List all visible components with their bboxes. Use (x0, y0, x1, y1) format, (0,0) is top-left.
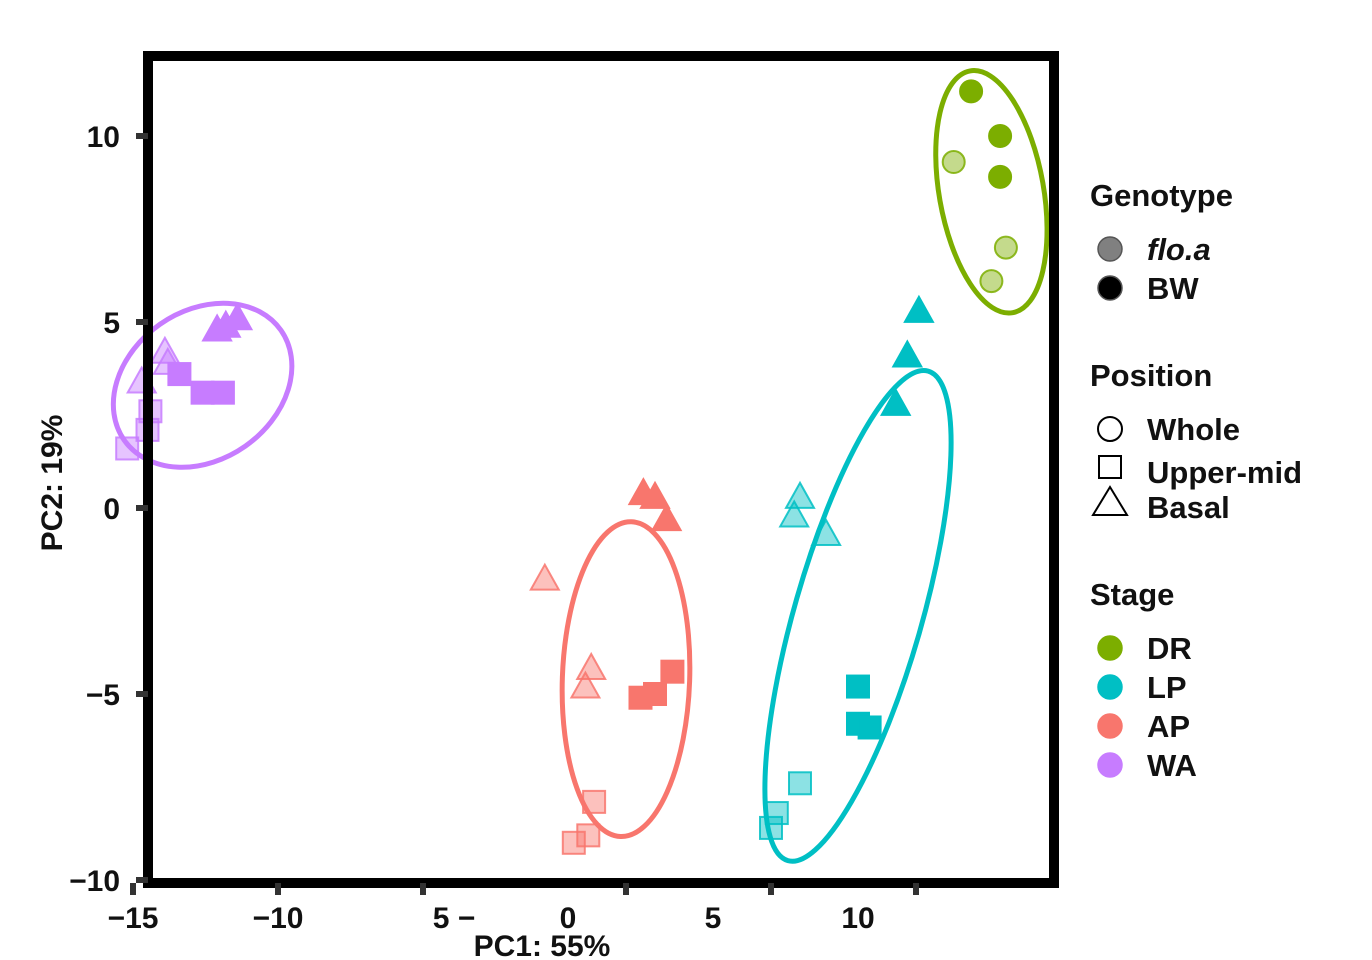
point-ap-basal-24 (569, 670, 602, 699)
point-dr-whole-5 (993, 235, 1018, 260)
ellipse-dr (933, 68, 1050, 316)
point-dr-whole-2 (988, 124, 1013, 148)
legend-key-ap (1097, 713, 1123, 739)
confidence-ellipses (110, 68, 1050, 864)
legend-label-upper-mid: Upper-mid (1147, 455, 1302, 490)
point-wa-upper-mid-42 (115, 436, 140, 461)
legend-label-dr: DR (1147, 631, 1192, 666)
legend-label-bw: BW (1147, 271, 1199, 306)
legend-label-lp: LP (1147, 670, 1187, 705)
legend-label-ap: AP (1147, 709, 1190, 744)
point-ap-basal-20 (639, 480, 671, 509)
point-lp-upper-mid-18 (759, 815, 783, 840)
x-tick-label: 5 (705, 902, 722, 935)
legend-title-stage: Stage (1090, 577, 1174, 612)
point-wa-upper-mid-38 (190, 380, 215, 405)
y-tick-label: 10 (87, 121, 120, 154)
point-ap-upper-mid-27 (628, 685, 653, 710)
point-lp-basal-12 (810, 517, 842, 547)
legend-key-dr (1097, 635, 1123, 661)
point-lp-basal-10 (784, 480, 816, 509)
legend-title-genotype: Genotype (1090, 178, 1233, 213)
plot-panel-border (143, 51, 1059, 888)
legend-key-flo-a (1097, 236, 1123, 262)
y-tick-label: 0 (103, 493, 120, 526)
point-dr-whole-1 (959, 79, 984, 104)
legend-label-whole: Whole (1147, 412, 1240, 447)
point-lp-basal-11 (778, 499, 810, 528)
point-lp-upper-mid-16 (788, 771, 812, 796)
y-tick-label: −5 (86, 679, 120, 712)
legend: Genotype flo.a BW Position Whole Upper-midBas… (1090, 178, 1302, 783)
x-tick-label: 10 (841, 902, 874, 935)
x-tick-label: 0 (560, 902, 577, 935)
point-dr-whole-6 (979, 269, 1004, 294)
legend-key-basal (1091, 485, 1129, 516)
legend-key-wa (1097, 752, 1123, 778)
legend-label-basal: Basal (1147, 490, 1230, 525)
x-tick-label: 5 − (433, 902, 476, 935)
point-dr-whole-4 (941, 150, 966, 175)
legend-key-upper-mid (1098, 455, 1122, 479)
y-axis: 10 5 0 −5 −10 (69, 121, 148, 898)
x-axis-title: PC1: 55% (474, 930, 611, 960)
point-lp-basal-7 (903, 294, 935, 323)
y-axis-title: PC2: 19% (36, 415, 69, 552)
legend-key-whole (1097, 416, 1123, 442)
point-lp-upper-mid-15 (857, 715, 882, 740)
point-ap-basal-22 (529, 562, 561, 591)
point-ap-basal-23 (575, 651, 607, 680)
legend-key-lp (1097, 674, 1123, 700)
ellipse-wa (110, 300, 295, 470)
point-ap-basal-21 (650, 503, 683, 532)
x-tick-label: −15 (108, 902, 159, 935)
y-tick-label: −10 (69, 865, 120, 898)
point-ap-upper-mid-28 (582, 789, 607, 814)
point-lp-basal-9 (879, 387, 912, 416)
x-axis: −15 −10 5 − 0 5 10 (108, 883, 919, 935)
point-dr-whole-3 (988, 164, 1013, 189)
ellipse-lp (762, 368, 954, 864)
legend-label-wa: WA (1147, 748, 1197, 783)
point-ap-upper-mid-25 (660, 659, 685, 684)
x-tick-label: −10 (253, 902, 304, 935)
point-lp-basal-8 (891, 339, 924, 368)
point-lp-upper-mid-13 (846, 674, 870, 699)
ellipse-ap (559, 519, 693, 839)
legend-key-bw (1097, 275, 1123, 301)
y-tick-label: 5 (103, 307, 120, 340)
point-wa-basal-33 (201, 313, 233, 342)
point-wa-upper-mid-39 (210, 380, 235, 405)
legend-title-position: Position (1090, 358, 1212, 393)
point-ap-upper-mid-30 (561, 830, 586, 855)
point-wa-upper-mid-37 (167, 362, 192, 387)
legend-label-flo-a: flo.a (1147, 232, 1211, 267)
point-ap-upper-mid-29 (576, 823, 601, 848)
